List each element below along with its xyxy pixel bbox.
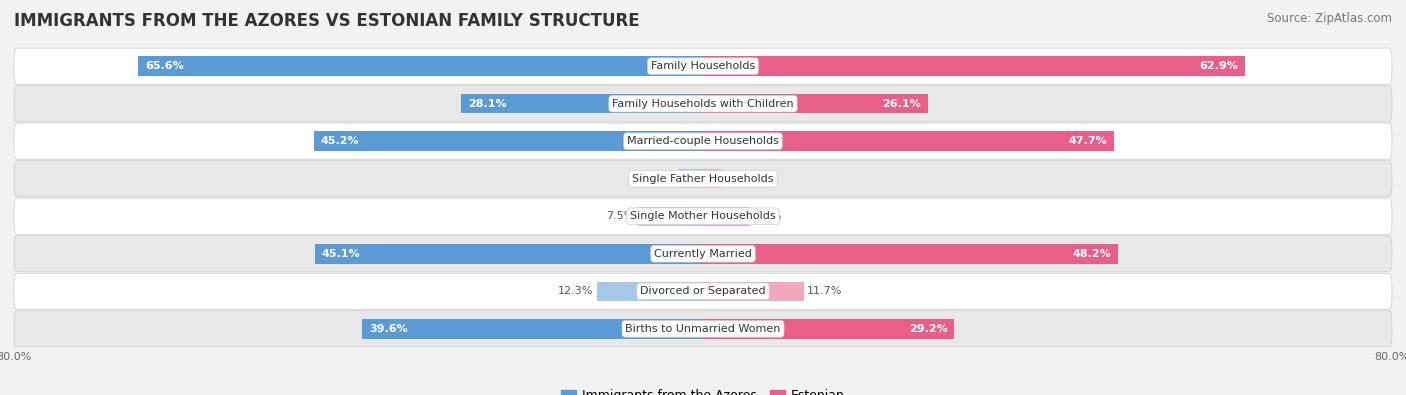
Text: Currently Married: Currently Married xyxy=(654,249,752,259)
FancyBboxPatch shape xyxy=(14,86,1392,122)
Text: 12.3%: 12.3% xyxy=(558,286,593,296)
Bar xyxy=(638,207,703,226)
FancyBboxPatch shape xyxy=(14,198,1392,234)
Bar xyxy=(703,282,804,301)
FancyBboxPatch shape xyxy=(14,273,1392,309)
Text: Single Father Households: Single Father Households xyxy=(633,174,773,184)
Text: Family Households: Family Households xyxy=(651,61,755,71)
Bar xyxy=(361,319,703,339)
Bar xyxy=(703,94,928,113)
Text: Married-couple Households: Married-couple Households xyxy=(627,136,779,146)
Text: 39.6%: 39.6% xyxy=(368,324,408,334)
Bar xyxy=(315,244,703,263)
Text: 7.5%: 7.5% xyxy=(606,211,636,221)
FancyBboxPatch shape xyxy=(14,48,1392,84)
Bar xyxy=(679,169,703,188)
Text: 62.9%: 62.9% xyxy=(1199,61,1237,71)
Text: 26.1%: 26.1% xyxy=(882,99,921,109)
Bar xyxy=(703,132,1114,151)
Text: Source: ZipAtlas.com: Source: ZipAtlas.com xyxy=(1267,12,1392,25)
Legend: Immigrants from the Azores, Estonian: Immigrants from the Azores, Estonian xyxy=(557,384,849,395)
Bar xyxy=(703,319,955,339)
Text: 2.8%: 2.8% xyxy=(647,174,675,184)
Text: 11.7%: 11.7% xyxy=(807,286,842,296)
Text: 45.2%: 45.2% xyxy=(321,136,360,146)
Text: Births to Unmarried Women: Births to Unmarried Women xyxy=(626,324,780,334)
Text: 48.2%: 48.2% xyxy=(1073,249,1111,259)
Text: Family Households with Children: Family Households with Children xyxy=(612,99,794,109)
Bar xyxy=(314,132,703,151)
FancyBboxPatch shape xyxy=(14,161,1392,197)
Bar xyxy=(138,56,703,76)
Text: Single Mother Households: Single Mother Households xyxy=(630,211,776,221)
Bar xyxy=(703,56,1244,76)
Bar xyxy=(461,94,703,113)
FancyBboxPatch shape xyxy=(14,311,1392,347)
Bar xyxy=(598,282,703,301)
Text: 2.1%: 2.1% xyxy=(724,174,752,184)
Text: Divorced or Separated: Divorced or Separated xyxy=(640,286,766,296)
Text: 65.6%: 65.6% xyxy=(145,61,184,71)
FancyBboxPatch shape xyxy=(14,123,1392,159)
Text: 47.7%: 47.7% xyxy=(1069,136,1107,146)
Bar xyxy=(703,244,1118,263)
Text: 28.1%: 28.1% xyxy=(468,99,506,109)
Text: IMMIGRANTS FROM THE AZORES VS ESTONIAN FAMILY STRUCTURE: IMMIGRANTS FROM THE AZORES VS ESTONIAN F… xyxy=(14,12,640,30)
FancyBboxPatch shape xyxy=(14,236,1392,272)
Text: 5.4%: 5.4% xyxy=(754,211,782,221)
Text: 45.1%: 45.1% xyxy=(322,249,360,259)
Text: 29.2%: 29.2% xyxy=(908,324,948,334)
Bar xyxy=(703,169,721,188)
Bar xyxy=(703,207,749,226)
